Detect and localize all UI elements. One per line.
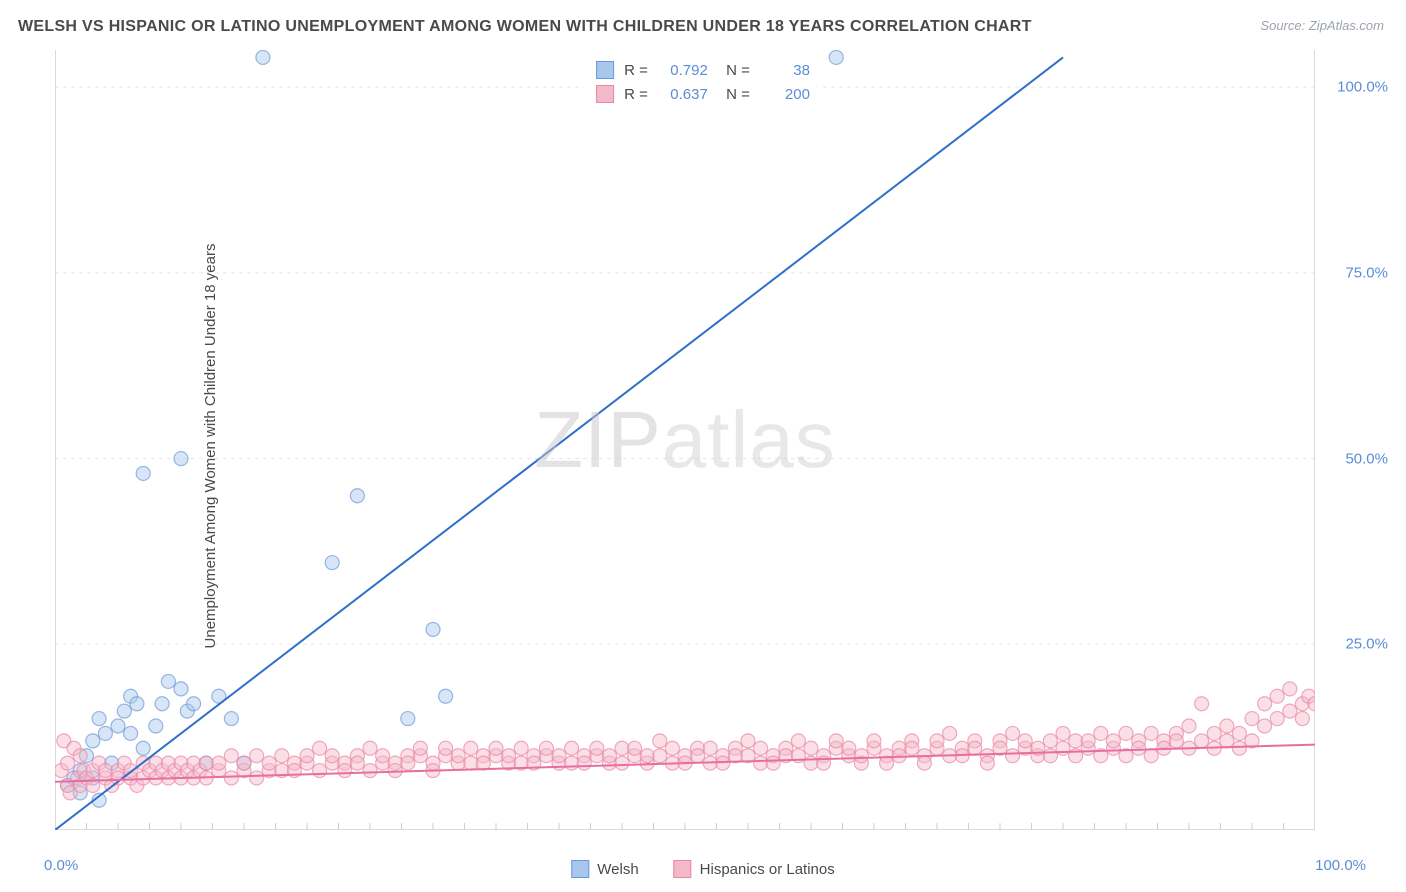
legend-label-welsh: Welsh bbox=[597, 861, 638, 878]
correlation-legend-row: R = 0.792 N = 38 bbox=[596, 58, 810, 82]
y-tick-label: 75.0% bbox=[1345, 264, 1388, 281]
r-value-hispanic: 0.637 bbox=[658, 86, 708, 103]
legend-item-hispanic: Hispanics or Latinos bbox=[674, 860, 835, 878]
legend-item-welsh: Welsh bbox=[571, 860, 638, 878]
n-value-welsh: 38 bbox=[760, 62, 810, 79]
series-legend: Welsh Hispanics or Latinos bbox=[571, 860, 834, 878]
legend-swatch-hispanic bbox=[596, 85, 614, 103]
x-tick-min: 0.0% bbox=[44, 857, 78, 874]
y-tick-label: 25.0% bbox=[1345, 636, 1388, 653]
scatter-plot-svg bbox=[55, 50, 1315, 830]
legend-swatch-welsh bbox=[596, 61, 614, 79]
n-label: N = bbox=[718, 86, 750, 103]
legend-swatch-welsh bbox=[571, 860, 589, 878]
r-value-welsh: 0.792 bbox=[658, 62, 708, 79]
r-label: R = bbox=[624, 86, 648, 103]
source-attribution: Source: ZipAtlas.com bbox=[1260, 18, 1384, 33]
n-value-hispanic: 200 bbox=[760, 86, 810, 103]
n-label: N = bbox=[718, 62, 750, 79]
plot-area: ZIPatlas bbox=[55, 50, 1315, 830]
legend-swatch-hispanic bbox=[674, 860, 692, 878]
chart-title: WELSH VS HISPANIC OR LATINO UNEMPLOYMENT… bbox=[18, 18, 1032, 36]
correlation-legend: R = 0.792 N = 38 R = 0.637 N = 200 bbox=[584, 52, 822, 112]
correlation-legend-row: R = 0.637 N = 200 bbox=[596, 82, 810, 106]
r-label: R = bbox=[624, 62, 648, 79]
y-tick-label: 50.0% bbox=[1345, 450, 1388, 467]
chart-container: WELSH VS HISPANIC OR LATINO UNEMPLOYMENT… bbox=[0, 0, 1406, 892]
source-value: ZipAtlas.com bbox=[1309, 18, 1384, 33]
legend-label-hispanic: Hispanics or Latinos bbox=[700, 861, 835, 878]
source-label: Source: bbox=[1260, 18, 1305, 33]
y-tick-label: 100.0% bbox=[1337, 79, 1388, 96]
x-tick-max: 100.0% bbox=[1315, 857, 1366, 874]
